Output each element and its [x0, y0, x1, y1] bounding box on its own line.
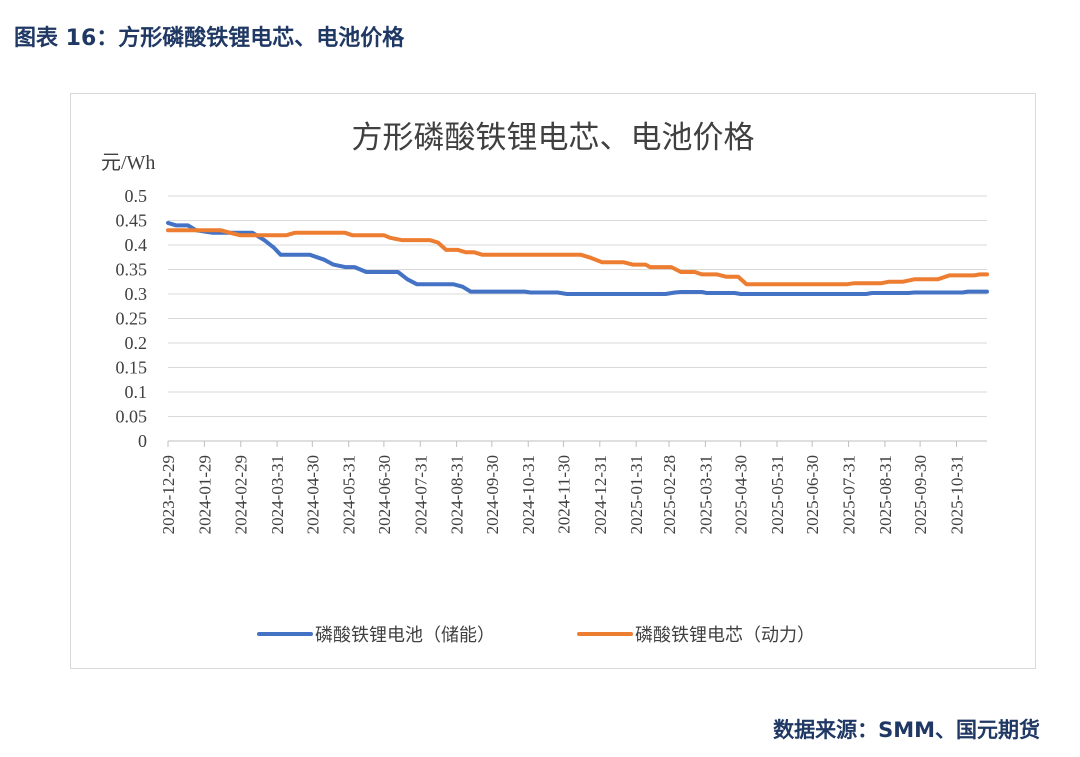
chart-title: 方形磷酸铁锂电芯、电池价格 [352, 120, 755, 155]
x-tick-label: 2025-10-31 [947, 455, 966, 534]
data-source-note: 数据来源：SMM、国元期货 [773, 718, 1040, 742]
x-tick-label: 2024-04-30 [303, 455, 322, 534]
legend-label: 磷酸铁锂电池（储能） [315, 625, 495, 645]
x-tick-label: 2024-02-29 [232, 455, 251, 534]
price-line-chart: 方形磷酸铁锂电芯、电池价格 元/Wh 0 0.05 0.1 0.15 0.2 0.25 0.… [101, 120, 989, 645]
series-line-storage-battery [166, 220, 989, 296]
y-tick-label: 0.15 [116, 358, 148, 378]
y-tick-label: 0.5 [125, 186, 148, 206]
x-tick-label: 2024-07-31 [411, 455, 430, 534]
y-tick-label: 0.3 [125, 284, 148, 304]
x-tick-label: 2024-11-30 [554, 455, 573, 534]
x-tick-label: 2024-01-29 [195, 455, 214, 534]
y-tick-label: 0.05 [116, 407, 148, 427]
y-tick-label: 0 [138, 431, 147, 451]
x-tick-label: 2024-12-31 [591, 455, 610, 534]
legend: 磷酸铁锂电池（储能） 磷酸铁锂电芯（动力） [257, 625, 815, 645]
x-tick-label: 2025-06-30 [803, 455, 822, 534]
x-tick-label: 2025-03-31 [696, 455, 715, 534]
x-tick-label: 2025-04-30 [732, 455, 751, 534]
chart-frame: 方形磷酸铁锂电芯、电池价格 元/Wh 0 0.05 0.1 0.15 0.2 0.25 0.… [70, 93, 1036, 669]
legend-label: 磷酸铁锂电芯（动力） [635, 625, 815, 645]
y-tick-label: 0.4 [125, 235, 148, 255]
y-tick-labels: 0 0.05 0.1 0.15 0.2 0.25 0.3 0.35 0.4 0.45 0.5 [116, 186, 148, 451]
figure-caption: 图表 16：方形磷酸铁锂电芯、电池价格 [14, 26, 405, 51]
x-tick-label: 2024-09-30 [483, 455, 502, 534]
series-line-power-cell [166, 228, 989, 287]
x-tick-label: 2025-09-30 [911, 455, 930, 534]
x-tick-labels: 2023-12-29 2024-01-29 2024-02-29 2024-03-31… [159, 441, 966, 534]
y-tick-label: 0.1 [125, 382, 148, 402]
y-tick-label: 0.35 [116, 260, 148, 280]
x-tick-label: 2024-05-31 [340, 455, 359, 534]
y-tick-label: 0.2 [125, 333, 148, 353]
x-tick-label: 2025-05-31 [768, 455, 787, 534]
series-lines [166, 220, 989, 296]
x-tick-label: 2025-02-28 [660, 455, 679, 534]
gridlines [168, 195, 987, 442]
x-tick-label: 2023-12-29 [159, 455, 178, 534]
y-tick-label: 0.25 [116, 309, 148, 329]
x-tick-label: 2025-01-31 [627, 455, 646, 534]
x-tick-label: 2024-06-30 [375, 455, 394, 534]
x-tick-label: 2024-10-31 [519, 455, 538, 534]
x-tick-label: 2024-03-31 [268, 455, 287, 534]
x-tick-label: 2025-07-31 [840, 455, 859, 534]
x-tick-label: 2024-08-31 [448, 455, 467, 534]
y-tick-label: 0.45 [116, 211, 148, 231]
y-axis-unit-label: 元/Wh [101, 152, 155, 174]
x-tick-label: 2025-08-31 [876, 455, 895, 534]
